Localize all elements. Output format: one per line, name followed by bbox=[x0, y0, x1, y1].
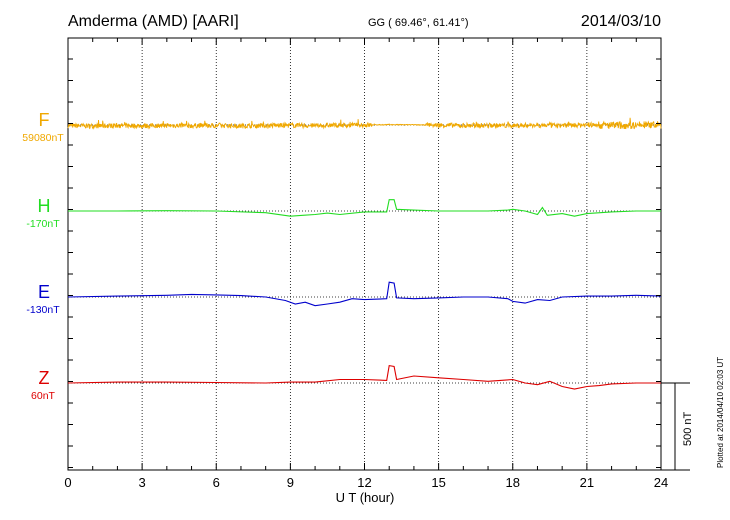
series-label-f: F bbox=[39, 110, 50, 130]
x-axis-title: U T (hour) bbox=[336, 490, 395, 505]
series-baseline-label-f: 59080nT bbox=[22, 132, 64, 144]
series-line-z bbox=[67, 364, 661, 390]
series-line-f bbox=[67, 117, 662, 130]
x-tick-label: 21 bbox=[580, 475, 594, 490]
series-baseline-label-z: 60nT bbox=[31, 390, 56, 402]
plotted-timestamp: Plotted at 2014/04/10 02:03 UT bbox=[716, 357, 725, 468]
x-tick-label: 15 bbox=[431, 475, 445, 490]
series-baseline-label-e: -130nT bbox=[26, 304, 60, 316]
x-tick-label: 18 bbox=[506, 475, 520, 490]
x-tick-label: 0 bbox=[64, 475, 71, 490]
series-label-z: Z bbox=[39, 368, 50, 388]
x-tick-label: 12 bbox=[357, 475, 371, 490]
series-line-h bbox=[68, 199, 661, 217]
series-label-e: E bbox=[38, 282, 50, 302]
x-tick-label: 9 bbox=[287, 475, 294, 490]
x-tick-label: 3 bbox=[139, 475, 146, 490]
series-line-e bbox=[67, 281, 662, 307]
series-baseline-label-h: -170nT bbox=[26, 218, 60, 230]
date-label: 2014/03/10 bbox=[581, 13, 661, 30]
series-label-h: H bbox=[38, 196, 51, 216]
x-tick-label: 6 bbox=[213, 475, 220, 490]
scale-bar-label: 500 nT bbox=[682, 411, 694, 446]
station-title: Amderma (AMD) [AARI] bbox=[68, 13, 239, 30]
x-tick-label: 24 bbox=[654, 475, 668, 490]
coords-label: GG ( 69.46°, 61.41°) bbox=[368, 17, 469, 29]
scale-bar: 500 nT bbox=[661, 382, 694, 471]
